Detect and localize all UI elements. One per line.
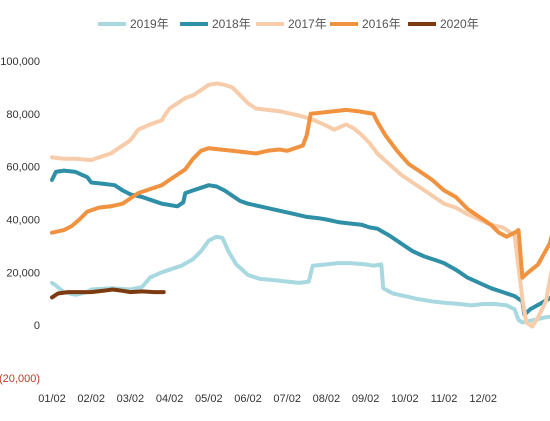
x-tick-label: 05/02 (195, 393, 223, 405)
series-line-2020 (50, 287, 166, 300)
x-tick-label: 11/02 (431, 393, 458, 405)
legend-item: 2017年 (256, 17, 327, 31)
legend-label: 2017年 (288, 17, 327, 31)
x-tick-label: 10/02 (391, 393, 419, 405)
y-tick-label: 20,000 (6, 267, 40, 279)
x-tick-label: 04/02 (156, 393, 184, 405)
x-tick-label: 02/02 (77, 393, 105, 405)
legend-label: 2020年 (440, 17, 479, 31)
x-tick-label: 08/02 (313, 393, 341, 405)
x-tick-label: 12/02 (469, 393, 497, 405)
y-tick-label: 80,000 (6, 109, 40, 121)
x-axis: 01/02 02/02 03/02 04/02 05/02 06/02 07/02 08/02… (38, 393, 497, 405)
legend-item: 2019年 (98, 17, 169, 31)
series-line-2019 (50, 234, 550, 325)
y-axis: 100,000 80,000 60,000 40,000 20,000 0 (20,000) (0, 56, 40, 385)
legend-item: 2016年 (330, 17, 401, 31)
legend-item: 2018年 (180, 17, 251, 31)
series-line-2016 (50, 107, 550, 280)
y-tick-label: 0 (34, 320, 40, 332)
x-tick-label: 07/02 (273, 393, 301, 405)
y-tick-label: 40,000 (6, 215, 40, 227)
legend-item: 2020年 (408, 17, 479, 31)
x-tick-label: 03/02 (117, 393, 145, 405)
x-tick-label: 06/02 (234, 393, 262, 405)
legend-label: 2019年 (130, 17, 169, 31)
legend-label: 2016年 (362, 17, 401, 31)
legend: 2019年 2018年 2017年 2016年 2020年 (98, 17, 479, 31)
y-tick-label: 60,000 (6, 162, 40, 174)
legend-label: 2018年 (212, 17, 251, 31)
x-tick-label: 01/02 (38, 393, 66, 405)
y-tick-label: 100,000 (0, 56, 40, 68)
x-tick-label: 09/02 (352, 393, 380, 405)
y-tick-label: (20,000) (0, 373, 40, 385)
series-layer (50, 81, 550, 329)
